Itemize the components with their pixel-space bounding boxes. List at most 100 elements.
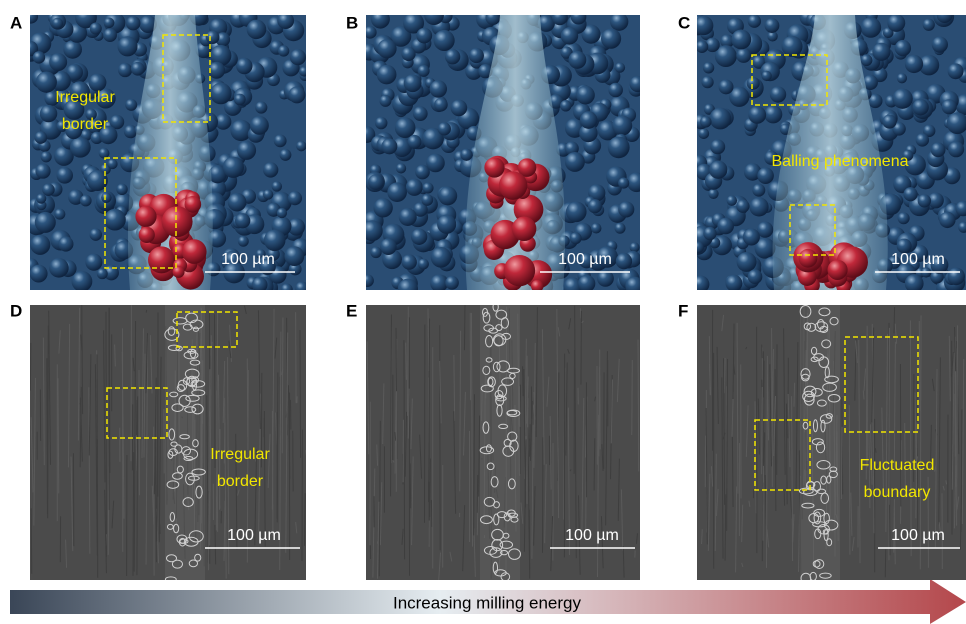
- powder-particle: [872, 43, 890, 61]
- panel: 100 µmB: [346, 5, 647, 299]
- powder-particle: [35, 131, 48, 144]
- powder-particle: [370, 247, 381, 258]
- powder-particle: [948, 141, 964, 157]
- powder-particle: [568, 51, 586, 69]
- powder-particle: [731, 30, 751, 50]
- molten-pool: [148, 246, 175, 273]
- powder-particle: [916, 133, 929, 146]
- powder-particle: [210, 83, 232, 105]
- powder-particle: [736, 199, 749, 212]
- molten-pool: [135, 206, 156, 227]
- powder-particle: [782, 36, 803, 57]
- powder-particle: [939, 212, 955, 228]
- molten-pool: [139, 227, 155, 243]
- powder-particle: [610, 13, 628, 31]
- powder-particle: [460, 149, 472, 161]
- powder-particle: [33, 51, 45, 63]
- powder-particle: [701, 76, 713, 88]
- powder-particle: [445, 49, 460, 64]
- powder-particle: [263, 189, 273, 199]
- powder-particle: [263, 162, 278, 177]
- panel-label: A: [10, 13, 22, 32]
- surface-texture: [115, 345, 116, 367]
- powder-particle: [752, 184, 765, 197]
- powder-particle: [918, 194, 931, 207]
- powder-particle: [424, 5, 444, 25]
- panel: Irregularborder100 µmD: [10, 301, 308, 582]
- powder-particle: [932, 36, 948, 52]
- powder-particle: [421, 194, 433, 206]
- powder-particle: [434, 30, 455, 51]
- powder-particle: [445, 276, 459, 290]
- powder-particle: [24, 10, 38, 24]
- powder-particle: [703, 62, 714, 73]
- powder-particle: [72, 271, 93, 292]
- powder-particle: [937, 7, 953, 23]
- powder-particle: [601, 29, 621, 49]
- panel-label: F: [678, 301, 688, 320]
- powder-particle: [284, 246, 304, 266]
- annotation: Balling phenomena: [772, 153, 909, 170]
- powder-particle: [255, 101, 267, 113]
- powder-particle: [387, 182, 407, 202]
- powder-particle: [364, 26, 377, 39]
- powder-particle: [40, 105, 57, 122]
- powder-particle: [381, 138, 397, 154]
- annotation: boundary: [864, 484, 931, 501]
- powder-particle: [696, 40, 709, 53]
- powder-particle: [126, 16, 140, 30]
- powder-particle: [451, 100, 468, 117]
- powder-particle: [727, 195, 737, 205]
- powder-particle: [719, 79, 734, 94]
- powder-particle: [277, 12, 294, 29]
- annotation: Fluctuated: [860, 457, 935, 474]
- powder-particle: [103, 28, 117, 42]
- surface-texture: [841, 427, 842, 499]
- powder-particle: [698, 128, 709, 139]
- powder-particle: [748, 15, 761, 28]
- powder-particle: [898, 212, 910, 224]
- powder-particle: [709, 108, 731, 130]
- scale-bar-label: 100 µm: [565, 527, 619, 544]
- powder-particle: [612, 115, 632, 135]
- powder-particle: [692, 276, 709, 293]
- arrow-label: Increasing milling energy: [393, 593, 582, 612]
- powder-particle: [234, 94, 246, 106]
- powder-particle: [576, 86, 595, 105]
- powder-particle: [288, 86, 305, 103]
- surface-texture: [214, 314, 215, 468]
- powder-particle: [947, 268, 965, 286]
- powder-particle: [97, 268, 108, 279]
- powder-particle: [438, 122, 451, 135]
- powder-particle: [247, 20, 267, 40]
- arrow: Increasing milling energy: [10, 579, 966, 624]
- powder-particle: [104, 17, 115, 28]
- surface-texture: [762, 387, 763, 474]
- powder-particle: [931, 142, 946, 157]
- powder-particle: [630, 242, 640, 252]
- powder-particle: [35, 163, 50, 178]
- powder-particle: [36, 71, 57, 92]
- powder-particle: [561, 27, 578, 44]
- powder-particle: [272, 181, 282, 191]
- powder-particle: [430, 80, 447, 97]
- powder-particle: [380, 238, 397, 255]
- powder-particle: [290, 49, 306, 65]
- powder-particle: [274, 135, 287, 148]
- powder-particle: [131, 62, 145, 76]
- surface-texture: [763, 361, 764, 466]
- molten-pool: [162, 206, 193, 237]
- molten-pool: [484, 157, 504, 177]
- powder-particle: [570, 232, 582, 244]
- powder-particle: [250, 116, 269, 135]
- surface-texture: [702, 529, 703, 544]
- surface-texture: [47, 358, 48, 514]
- powder-particle: [85, 254, 102, 271]
- surface-texture: [300, 330, 301, 458]
- powder-particle: [396, 163, 406, 173]
- powder-particle: [736, 48, 751, 63]
- annotation: Irregular: [55, 89, 115, 106]
- powder-particle: [371, 10, 390, 29]
- annotation: border: [62, 116, 109, 133]
- powder-particle: [912, 99, 929, 116]
